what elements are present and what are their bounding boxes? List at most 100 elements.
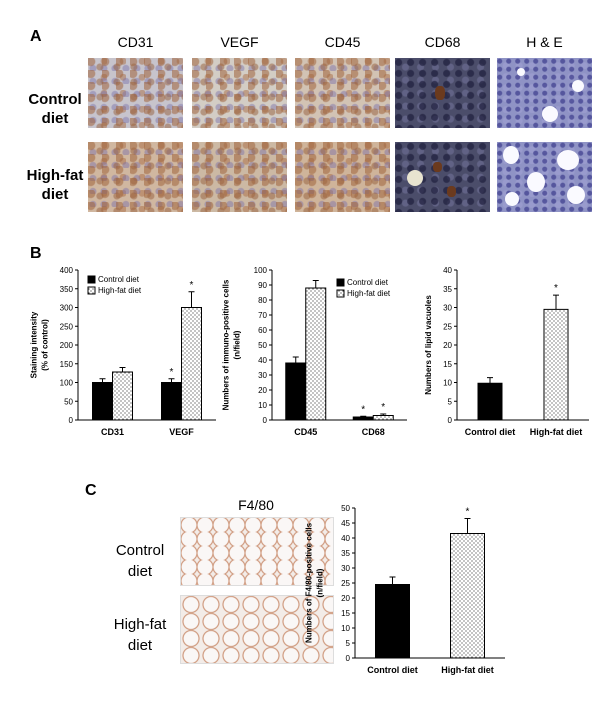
y-axis-label: Numbers of lipid vacuoles <box>424 295 433 395</box>
y-tick-label: 70 <box>258 311 267 320</box>
bar-solid <box>477 382 503 421</box>
lipid-vacuole <box>542 106 558 122</box>
row-head-c-highfat: High-fat diet <box>100 614 180 656</box>
y-tick-label: 0 <box>346 654 351 663</box>
bar-solid <box>161 382 182 421</box>
x-tick-label: CD31 <box>101 427 124 437</box>
bar-solid <box>285 362 307 421</box>
y-axis-label: Staining intensity <box>30 311 39 378</box>
micrograph-he-highfat <box>497 142 592 212</box>
row-head-control: Control diet <box>26 90 84 128</box>
legend-label: High-fat diet <box>98 286 142 295</box>
y-tick-label: 45 <box>341 519 350 528</box>
panel-b-letter: B <box>30 245 42 262</box>
col-head-cd68: CD68 <box>424 34 461 50</box>
col-head-cd31: CD31 <box>117 34 154 50</box>
y-tick-label: 40 <box>341 534 350 543</box>
chart-immuno-positive-cells: 0 10 20 30 40 50 60 70 80 90 100 Numbers of immuno-… <box>222 266 407 437</box>
y-tick-label: 90 <box>258 281 267 290</box>
y-tick-label: 35 <box>443 285 452 294</box>
legend-swatch <box>87 286 96 295</box>
y-tick-label: 200 <box>60 341 74 350</box>
row-head-highfat-line2: diet <box>41 186 69 203</box>
bar-solid <box>375 584 410 659</box>
chart-f480-positive-cells: 0 5 10 15 20 25 30 35 40 45 50 Numbers of F4/80-pos… <box>305 504 505 675</box>
y-tick-label: 300 <box>60 304 74 313</box>
bar-dotted <box>543 308 569 421</box>
lipid-vacuole <box>517 68 525 76</box>
lipid-vacuole <box>567 186 585 204</box>
x-tick-label: High-fat diet <box>530 427 583 437</box>
micrograph-vegf-highfat <box>192 142 287 212</box>
bar-dotted <box>112 371 133 421</box>
col-head-he: H & E <box>526 34 563 50</box>
y-tick-label: 50 <box>64 397 73 406</box>
brown-cell <box>433 162 442 172</box>
micrograph-cd45-control <box>295 58 390 128</box>
y-tick-label: 15 <box>443 360 452 369</box>
row-head-control-line2: diet <box>41 110 69 127</box>
y-tick-label: 100 <box>254 266 268 275</box>
row-head-highfat-line1: High-fat <box>26 167 84 184</box>
row-head-c-control: Control diet <box>100 540 180 582</box>
significance-star: * <box>381 402 385 413</box>
micrograph-cd68-highfat <box>395 142 490 212</box>
significance-star: * <box>361 404 365 415</box>
micrograph-f480-highfat <box>180 595 334 664</box>
y-tick-label: 25 <box>443 322 452 331</box>
x-tick-label: High-fat diet <box>441 665 494 675</box>
y-tick-label: 350 <box>60 285 74 294</box>
y-tick-label: 0 <box>448 416 453 425</box>
y-tick-label: 20 <box>341 594 350 603</box>
col-head-cd45: CD45 <box>324 34 361 50</box>
legend-swatch <box>336 278 345 287</box>
y-tick-label: 400 <box>60 266 74 275</box>
lipid-vacuole <box>407 170 423 186</box>
y-tick-label: 50 <box>258 341 267 350</box>
panel-a-letter: A <box>30 28 42 45</box>
micrograph-cd31-control <box>88 58 183 128</box>
micrograph-vegf-control <box>192 58 287 128</box>
bar-dotted <box>372 415 394 421</box>
y-tick-label: 30 <box>443 304 452 313</box>
f480-title: F4/80 <box>238 497 274 513</box>
y-tick-label: 50 <box>341 504 350 513</box>
y-axis-label: Numbers of F4/80-positive cells <box>305 522 314 643</box>
bar-dotted <box>305 287 327 421</box>
row-head-c-control-line1: Control <box>115 542 165 559</box>
col-head-vegf: VEGF <box>220 34 259 50</box>
bar-solid <box>92 382 113 421</box>
y-axis-label: (n/field) <box>233 330 242 359</box>
row-head-control-line1: Control <box>28 91 82 108</box>
micrograph-cd31-highfat <box>88 142 183 212</box>
y-tick-label: 40 <box>443 266 452 275</box>
row-head-highfat: High-fat diet <box>26 166 84 204</box>
legend-label: Control diet <box>98 275 140 284</box>
y-tick-label: 10 <box>341 624 350 633</box>
y-tick-label: 20 <box>258 386 267 395</box>
y-tick-label: 250 <box>60 322 74 331</box>
y-tick-label: 60 <box>258 326 267 335</box>
y-axis-label: (n/field) <box>316 568 325 597</box>
y-axis-label: Numbers of immuno-positive cells <box>222 279 231 410</box>
legend-label: High-fat diet <box>347 289 391 298</box>
legend-swatch <box>87 275 96 284</box>
y-tick-label: 20 <box>443 341 452 350</box>
y-tick-label: 5 <box>448 397 453 406</box>
significance-star: * <box>170 367 174 378</box>
y-tick-label: 80 <box>258 296 267 305</box>
lipid-vacuole <box>557 150 579 170</box>
x-tick-label: Control diet <box>367 665 418 675</box>
y-axis-label: (% of control) <box>41 319 50 371</box>
micrograph-f480-control <box>180 517 334 586</box>
y-tick-label: 5 <box>346 639 351 648</box>
y-tick-label: 40 <box>258 356 267 365</box>
x-tick-label: CD68 <box>362 427 385 437</box>
y-tick-label: 30 <box>258 371 267 380</box>
lipid-vacuole <box>503 146 519 164</box>
chart-staining-intensity: 0 50 100 150 200 250 300 350 400 Staining intensi… <box>30 266 216 437</box>
brown-cell <box>435 86 445 100</box>
y-tick-label: 100 <box>60 379 74 388</box>
chart-lipid-vacuoles: 0 5 10 15 20 25 30 35 40 Numbers of lipid vacuole… <box>424 266 589 437</box>
legend-swatch <box>336 289 345 298</box>
